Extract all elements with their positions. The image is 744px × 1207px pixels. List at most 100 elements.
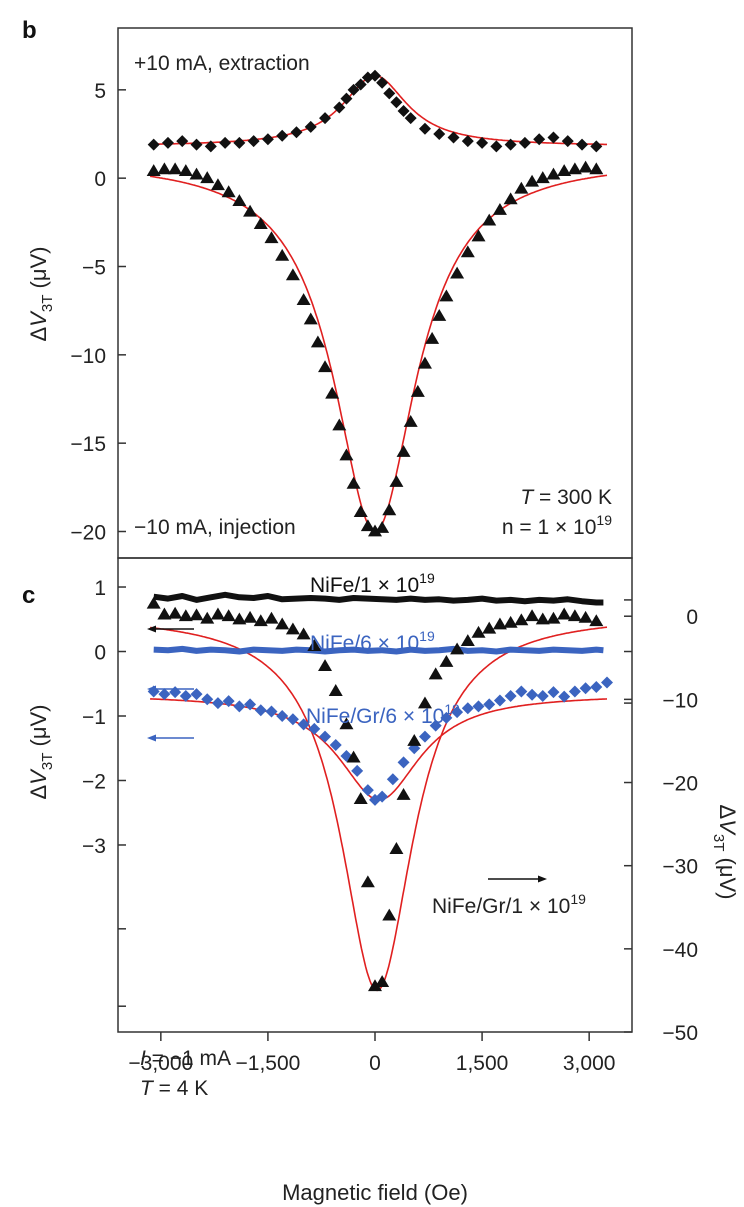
c-series-3-point	[567, 609, 582, 622]
b-series-1-point	[382, 503, 397, 516]
c-series-2-point	[169, 686, 182, 699]
panel-c-left-y-axis-label: ΔV3T (μV)	[26, 704, 56, 799]
c-series-2-point	[418, 730, 431, 743]
annotation-injection: −10 mA, injection	[134, 516, 296, 539]
c-series-1-trace	[153, 645, 604, 655]
c-series-3-point	[353, 792, 368, 805]
label-nife-gr-1e19: NiFe/Gr/1 × 1019	[432, 891, 586, 918]
b-series-1-point	[339, 448, 354, 461]
b-series-0-point	[397, 105, 410, 118]
panel-b-frame	[117, 27, 633, 559]
b-series-1-point	[396, 445, 411, 457]
c-series-3-point	[450, 642, 465, 655]
b-series-1-point	[253, 217, 268, 229]
c-right-y-tick-label: −20	[662, 773, 698, 796]
b-series-1-point	[557, 164, 572, 176]
b-series-0-point	[261, 133, 274, 146]
b-series-1-point	[403, 414, 418, 427]
c-series-2-point	[483, 698, 496, 711]
panel-label-b: b	[22, 17, 37, 44]
b-series-0-point	[276, 129, 289, 142]
c-series-2-point	[297, 718, 310, 731]
c-series-3-point	[428, 667, 443, 680]
b-series-1-point	[410, 384, 425, 397]
c-series-3-point	[525, 609, 540, 622]
b-series-1-point	[492, 202, 507, 215]
fit-curve-nife-gr-1e19	[149, 626, 608, 992]
c-series-2-point	[286, 713, 299, 726]
b-series-0-point	[433, 128, 446, 140]
c-series-2-point	[493, 694, 506, 707]
c-series-2-point	[429, 719, 442, 732]
b-series-0-point	[404, 112, 417, 125]
b-y-tick-label: −15	[70, 433, 106, 456]
c-series-2-point	[451, 706, 464, 719]
c-series-2-point	[440, 711, 453, 724]
b-series-0-point	[376, 76, 389, 89]
x-tick-label: 3,000	[563, 1052, 616, 1075]
c-left-y-tick-label: 1	[94, 577, 106, 600]
c-series-3-point	[296, 627, 311, 640]
b-series-1-point	[417, 356, 432, 369]
panel-c-right-axis: 0 −10 −20 −30 −40 −50	[624, 599, 698, 1045]
c-series-2-point	[590, 680, 603, 693]
c-series-2-point	[254, 704, 267, 717]
panel-b-y-axis: 5 0 −5 −10 −15 −20	[70, 80, 126, 545]
b-series-0-point	[447, 131, 460, 144]
panel-b-data-points	[146, 69, 604, 537]
c-series-3-point	[346, 750, 361, 763]
b-series-1-point	[353, 505, 368, 517]
c-series-3-point	[471, 625, 486, 638]
panel-b-y-axis-label: ΔV3T (μV)	[26, 246, 56, 341]
c-series-3-point	[243, 610, 258, 623]
b-series-0-point	[490, 140, 503, 153]
c-series-2-point	[504, 690, 517, 703]
b-series-0-point	[461, 135, 474, 148]
annotation-doping-b: n = 1 × 1019	[502, 512, 612, 539]
left-axis-arrow-nife-1e19	[147, 625, 194, 633]
c-series-2-point	[547, 686, 560, 699]
b-series-1-point	[296, 293, 311, 305]
c-series-2-point	[158, 688, 171, 701]
c-series-3-point	[221, 609, 236, 622]
b-series-1-point	[146, 164, 161, 176]
c-series-2-point	[376, 790, 389, 803]
b-series-1-point	[325, 386, 340, 399]
b-series-1-point	[425, 331, 440, 344]
b-series-1-point	[439, 289, 454, 302]
b-series-1-point	[375, 520, 390, 533]
c-left-y-tick-label: −1	[82, 706, 106, 729]
b-series-0-point	[333, 101, 346, 114]
c-series-2-point	[276, 710, 289, 722]
b-series-0-point	[547, 131, 560, 144]
b-series-1-point	[232, 194, 247, 207]
c-series-3-point	[178, 609, 193, 622]
b-series-1-point	[221, 185, 236, 198]
b-series-1-point	[482, 213, 497, 226]
x-tick-label: −3,000	[128, 1052, 193, 1075]
b-series-1-point	[589, 162, 604, 175]
c-series-3-point	[492, 617, 507, 630]
annotation-current: I = −1 mA	[140, 1047, 231, 1070]
c-series-3-point	[557, 607, 572, 620]
panel-c-left-axis: 1 0 −1 −2 −3	[82, 577, 126, 1007]
b-series-1-point	[535, 171, 550, 184]
c-series-3-point	[382, 908, 397, 921]
c-series-2-point	[351, 764, 364, 777]
b-series-0-point	[233, 136, 246, 149]
c-series-3-point	[168, 606, 183, 619]
c-series-3-point	[157, 607, 172, 620]
label-nife-gr-6e19: NiFe/Gr/6 × 1019	[306, 701, 460, 728]
b-series-1-point	[389, 475, 404, 487]
c-series-2-point	[397, 756, 410, 769]
b-series-0-point	[518, 136, 531, 149]
b-series-0-point	[347, 83, 360, 96]
c-series-2-point	[265, 705, 278, 718]
right-axis-arrow-nife-gr-1e19	[488, 875, 547, 883]
b-series-1-point	[200, 171, 215, 184]
b-series-1-point	[285, 268, 300, 281]
c-series-3-point	[396, 788, 411, 800]
b-series-0-point	[304, 120, 317, 133]
b-series-0-point	[354, 78, 367, 91]
x-tick-label: 0	[369, 1052, 381, 1075]
